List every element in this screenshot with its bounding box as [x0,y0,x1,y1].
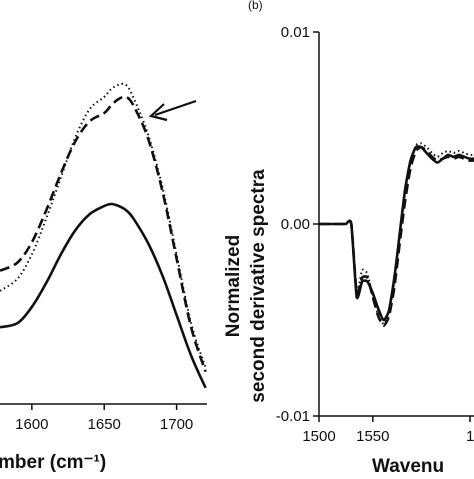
panel-b-ticks: 1500 1550 1 -0.01 0.00 0.01 [276,24,474,445]
panel-a-x-axis-title: mber (cm⁻¹) [0,452,106,473]
panel-a-x-tick-label: 1600 [15,416,48,433]
panel-b-y-tick-label: -0.01 [276,408,310,425]
panel-b-series-dashed-line [319,145,474,328]
panel-a-series-dotted-line [0,82,207,368]
panel-a-series-solid-line [0,202,207,389]
panel-b-x-tick-label: 1550 [356,428,389,445]
panel-a-series-dashed-line [0,95,207,373]
panel-a-arrow [148,99,197,122]
panel-b-x-tick-label: 1500 [302,428,335,445]
panel-b-y-axis-title-line2: second derivative spectra [248,169,269,403]
panel-b-y-tick-label: 0.01 [281,24,310,41]
panel-b-x-axis-title: Wavenu [372,456,444,474]
panel-b-label: (b) [248,0,263,12]
panel-a: 1600 1650 1700 mber (cm⁻¹) [0,82,207,473]
panel-b-y-tick-label: 0.00 [281,216,310,233]
panel-b-y-axis-title-line1: Normalized [223,235,244,337]
panel-b-series-dotted-line [319,142,474,325]
panel-b-series [319,142,474,328]
panel-a-x-ticks: 1600 1650 1700 [15,404,193,433]
panel-b-x-tick-label: 1 [466,428,474,445]
panel-a-x-tick-label: 1650 [88,416,121,433]
panel-a-x-tick-label: 1700 [160,416,193,433]
panel-b-series-solid-line [319,145,474,322]
panel-b: (b) 1500 1550 1 -0.01 0.00 0.01 Wavenu Normal… [223,0,474,477]
panel-a-series [0,82,207,389]
